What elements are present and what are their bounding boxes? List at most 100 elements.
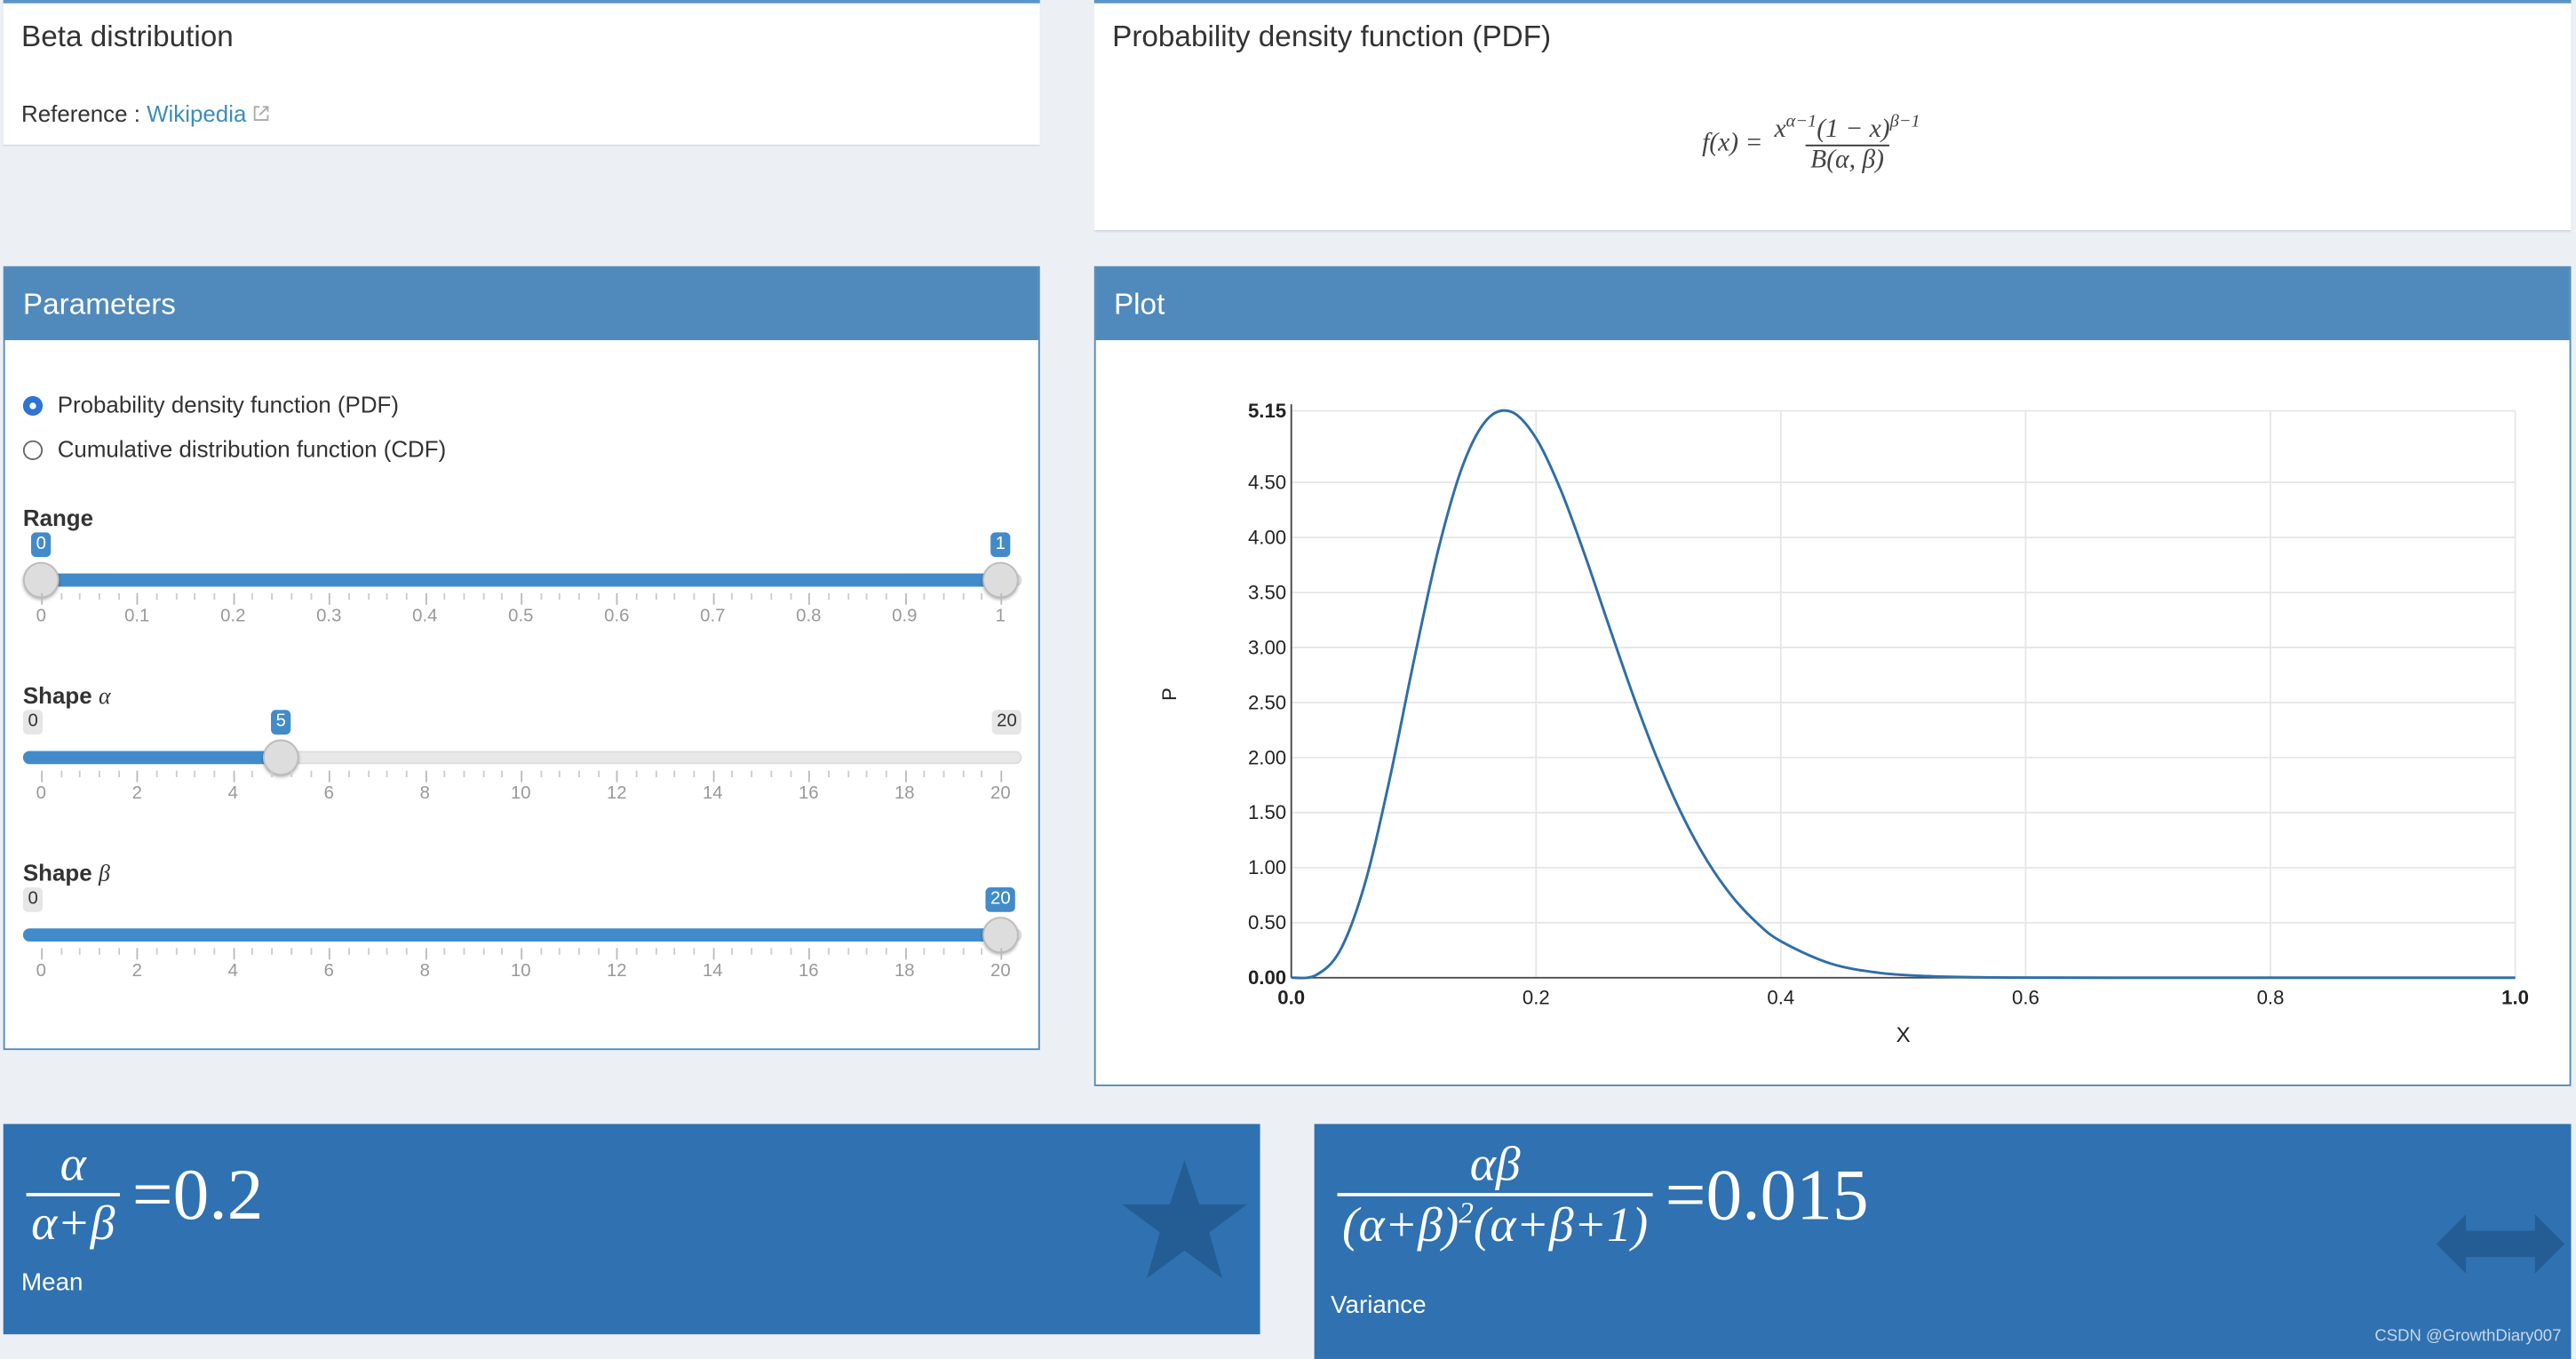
x-tick-label: 0.4 bbox=[1767, 986, 1794, 1008]
slider-tick-label: 20 bbox=[990, 783, 1011, 804]
slider-label: Range bbox=[23, 505, 93, 531]
slider-minor-tick bbox=[981, 948, 983, 955]
slider-value: 5 bbox=[271, 710, 291, 735]
slider-minor-tick bbox=[559, 948, 561, 955]
slider-minor-tick bbox=[847, 948, 849, 955]
slider-minor-tick bbox=[751, 592, 753, 600]
slider-minor-tick bbox=[674, 592, 676, 600]
slider-minor-tick bbox=[155, 948, 158, 955]
slider-tick-label: 12 bbox=[606, 961, 627, 982]
slider-minor-tick bbox=[578, 948, 580, 955]
slider-minor-tick bbox=[309, 770, 312, 778]
slider-tick bbox=[41, 592, 44, 605]
slider-minor-tick bbox=[635, 770, 638, 778]
slider-minor-tick bbox=[482, 948, 484, 955]
slider-minor-tick bbox=[117, 948, 120, 955]
slider-handle[interactable] bbox=[262, 739, 299, 776]
slider-minor-tick bbox=[942, 770, 945, 778]
y-tick-label: 4.50 bbox=[1248, 471, 1286, 493]
slider-minor-tick bbox=[175, 948, 178, 955]
slider-minor-tick bbox=[962, 592, 964, 600]
slider-minor-tick bbox=[539, 592, 542, 600]
slider-tick bbox=[233, 948, 235, 960]
slider-tick-label: 12 bbox=[606, 783, 627, 804]
slider-minor-tick bbox=[885, 592, 887, 600]
slider-minor-tick bbox=[731, 770, 734, 778]
slider-tick-label: 0 bbox=[36, 961, 46, 982]
slider-tick bbox=[808, 948, 811, 960]
variance-label: Variance bbox=[1331, 1291, 1427, 1320]
box-header: Plot bbox=[1095, 267, 2570, 340]
formula-sup: β−1 bbox=[1889, 111, 1920, 131]
slider-tick-label: 8 bbox=[419, 783, 430, 804]
slider-tick bbox=[425, 948, 427, 960]
slider-minor-tick bbox=[751, 770, 753, 778]
slider-max: 20 bbox=[991, 710, 1022, 735]
slider-minor-tick bbox=[539, 948, 542, 955]
y-tick-label: 1.00 bbox=[1248, 856, 1286, 878]
slider-tick-label: 1 bbox=[995, 606, 1006, 626]
slider-minor-tick bbox=[559, 592, 561, 600]
slider-tick bbox=[808, 592, 811, 605]
slider-minor-tick bbox=[597, 770, 600, 778]
slider-minor-tick bbox=[674, 770, 676, 778]
reference-link[interactable]: Wikipedia bbox=[147, 99, 247, 127]
variance-box: αβ (α+β)2(α+β+1) =0.015 Variance CSDN @Gr… bbox=[1314, 1124, 2572, 1359]
slider-tick bbox=[425, 770, 427, 783]
slider-minor-tick bbox=[789, 770, 791, 778]
slider-minor-tick bbox=[923, 770, 926, 778]
slider-minor-tick bbox=[923, 948, 926, 955]
variance-formula: αβ (α+β)2(α+β+1) =0.015 bbox=[1337, 1137, 1869, 1253]
slider-minor-tick bbox=[635, 592, 638, 600]
slider-minor-tick bbox=[693, 770, 696, 778]
x-tick-label: 0.8 bbox=[2257, 986, 2285, 1008]
y-tick-label: 3.00 bbox=[1248, 636, 1286, 658]
y-axis-label: P bbox=[1158, 687, 1181, 701]
slider-minor-tick bbox=[79, 592, 82, 600]
slider-minor-tick bbox=[597, 592, 600, 600]
reference-label: Reference : bbox=[21, 99, 140, 127]
radio-button[interactable] bbox=[22, 440, 44, 460]
slider-tick bbox=[808, 770, 811, 783]
slider-minor-tick bbox=[655, 770, 657, 778]
radio-button[interactable] bbox=[22, 395, 44, 417]
slider-value: 0 bbox=[31, 532, 52, 558]
slider-minor-tick bbox=[827, 770, 830, 778]
slider-minor-tick bbox=[386, 592, 388, 600]
y-tick-label: 3.50 bbox=[1248, 581, 1286, 603]
formula-lhs: f(x) = bbox=[1702, 129, 1763, 157]
formula-num: αβ bbox=[1469, 1137, 1521, 1192]
slider-tick-label: 2 bbox=[131, 783, 142, 804]
slider-tick bbox=[521, 592, 523, 605]
slider-tick-label: 14 bbox=[702, 961, 723, 982]
slider-minor-tick bbox=[981, 770, 983, 778]
formula-sup: 2 bbox=[1459, 1196, 1474, 1229]
slider-tick bbox=[904, 770, 907, 783]
slider-handle[interactable] bbox=[982, 561, 1019, 599]
pdf-curve bbox=[1291, 409, 2516, 980]
slider-minor-tick bbox=[290, 592, 292, 600]
slider-minor-tick bbox=[866, 948, 868, 955]
slider-minor-tick bbox=[195, 948, 196, 955]
formula-den: α+β bbox=[26, 1193, 120, 1252]
slider-minor-tick bbox=[501, 592, 504, 600]
watermark: CSDN @GrowthDiary007 bbox=[2374, 1327, 2562, 1347]
slider-tick-label: 0.5 bbox=[508, 606, 534, 626]
slider-symbol: β bbox=[98, 862, 110, 887]
slider-minor-tick bbox=[731, 592, 734, 600]
slider-tick bbox=[137, 592, 139, 605]
slider-minor-tick bbox=[386, 770, 388, 778]
slider-minor-tick bbox=[789, 948, 791, 955]
slider-minor-tick bbox=[213, 948, 216, 955]
slider-minor-tick bbox=[309, 948, 312, 955]
slider-minor-tick bbox=[501, 948, 504, 955]
slider-minor-tick bbox=[347, 948, 350, 955]
slider-minor-tick bbox=[827, 948, 830, 955]
slider-minor-tick bbox=[559, 770, 561, 778]
y-tick-label: 5.15 bbox=[1248, 400, 1286, 422]
slider-tick bbox=[329, 592, 331, 605]
slider-minor-tick bbox=[271, 592, 274, 600]
slider-minor-tick bbox=[482, 770, 484, 778]
mean-formula: α α+β =0.2 bbox=[26, 1137, 263, 1252]
